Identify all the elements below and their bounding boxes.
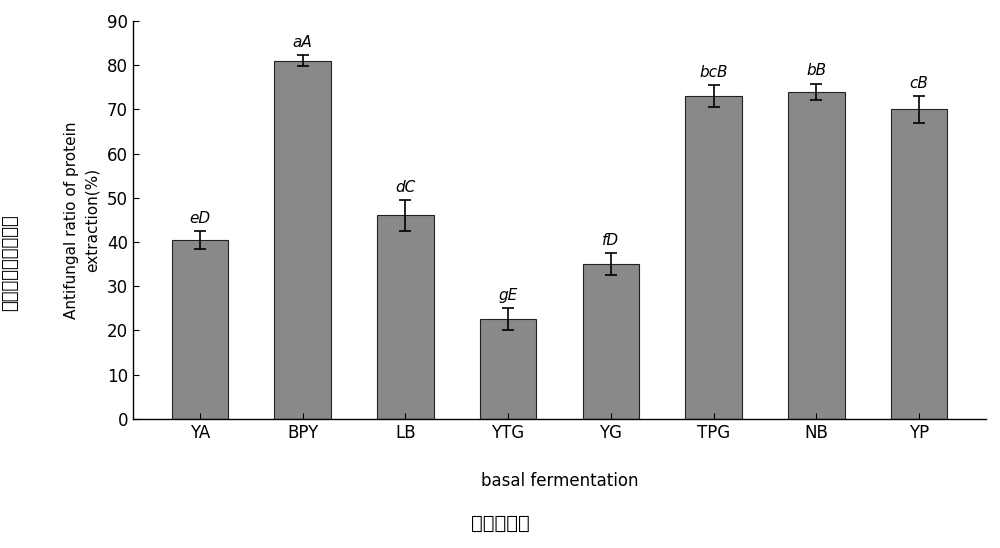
Bar xyxy=(377,215,434,419)
Text: 基础发酵液: 基础发酵液 xyxy=(471,514,529,533)
Text: aA: aA xyxy=(293,35,312,50)
Bar xyxy=(172,240,228,419)
Text: eD: eD xyxy=(189,210,210,226)
X-axis label: basal fermentation: basal fermentation xyxy=(481,472,638,490)
Bar xyxy=(788,92,845,419)
Text: bB: bB xyxy=(806,64,826,78)
Bar xyxy=(891,109,947,419)
Bar xyxy=(274,61,331,419)
Text: dC: dC xyxy=(395,180,415,195)
Text: bcB: bcB xyxy=(699,65,728,79)
Bar xyxy=(480,319,536,419)
Bar xyxy=(685,96,742,419)
Text: 蛋白类提取物抑菌率: 蛋白类提取物抑菌率 xyxy=(1,215,19,311)
Text: cB: cB xyxy=(910,76,929,91)
Y-axis label: Antifungal ratio of protein
extraction(%): Antifungal ratio of protein extraction(%… xyxy=(64,121,100,318)
Text: gE: gE xyxy=(498,288,518,303)
Text: fD: fD xyxy=(602,233,619,248)
Bar xyxy=(583,264,639,419)
